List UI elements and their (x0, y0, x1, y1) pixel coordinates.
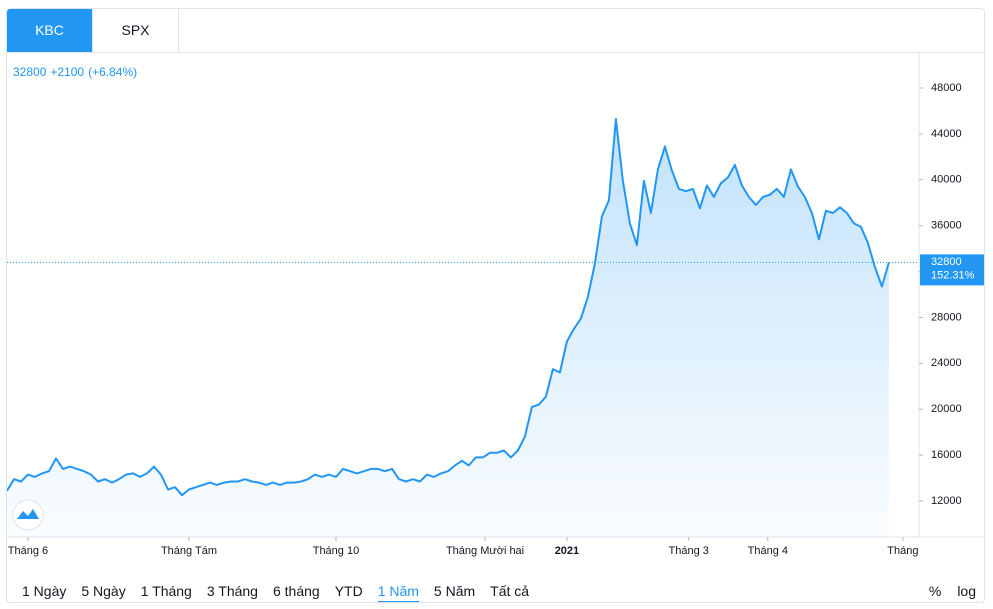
range-button[interactable]: 1 Ngày (22, 583, 67, 599)
y-tick-label: 44000 (931, 128, 962, 140)
x-tick-label: Tháng 3 (669, 545, 709, 557)
x-tick-label: 2021 (555, 545, 579, 557)
tab-bar: KBC SPX (7, 9, 984, 53)
price-header: 32800 +2100 (+6.84%) (13, 65, 141, 79)
change-pct: (+6.84%) (88, 65, 138, 79)
x-tick-label: Tháng 4 (748, 545, 788, 557)
x-tick-label: Tháng (887, 545, 918, 557)
price: 32800 (13, 65, 47, 79)
chart: 1200016000200002400028000320003600040000… (7, 53, 984, 557)
range-bar: 1 Ngày 5 Ngày 1 Tháng 3 Tháng 6 tháng YTD 1 Nă… (7, 571, 984, 602)
range-button[interactable]: 1 Năm (377, 579, 419, 602)
last-change-label: 152.31% (931, 269, 975, 281)
scale-option[interactable]: % (928, 583, 942, 599)
range-button[interactable]: YTD (334, 583, 363, 599)
range-button[interactable]: 6 tháng (272, 583, 320, 599)
range-button[interactable]: 5 Ngày (81, 583, 126, 599)
tab[interactable]: KBC (7, 9, 93, 52)
range-button[interactable]: 1 Tháng (140, 583, 192, 599)
scale-option[interactable]: log (957, 583, 976, 599)
price-line (7, 118, 890, 497)
x-tick-label: Tháng Mười hai (446, 545, 524, 557)
range-button[interactable]: 3 Tháng (206, 583, 258, 599)
y-tick-label: 12000 (931, 495, 962, 507)
y-tick-label: 40000 (931, 174, 962, 186)
last-price-box (920, 254, 984, 286)
scale-options: % log (913, 571, 976, 602)
tab[interactable]: SPX (93, 9, 179, 52)
area-fill (7, 119, 889, 537)
y-tick-label: 48000 (931, 82, 962, 94)
x-tick-label: Tháng 6 (8, 545, 48, 557)
y-tick-label: 20000 (931, 403, 962, 415)
range-button[interactable]: 5 Năm (433, 583, 476, 599)
change: +2100 (50, 65, 85, 79)
logo (12, 499, 44, 531)
y-tick-label: 24000 (931, 357, 962, 369)
logo-mark (17, 509, 39, 519)
y-tick-label: 16000 (931, 449, 962, 461)
range-button[interactable]: Tất cả (490, 583, 530, 599)
widget: 1200016000200002400028000320003600040000… (6, 8, 985, 603)
logo-circle (12, 499, 44, 531)
last-price-label: 32800 (931, 256, 962, 268)
x-tick-label: Tháng 10 (313, 545, 359, 557)
y-tick-label: 36000 (931, 220, 962, 232)
x-tick-label: Tháng Tám (161, 545, 217, 557)
y-tick-label: 28000 (931, 311, 962, 323)
